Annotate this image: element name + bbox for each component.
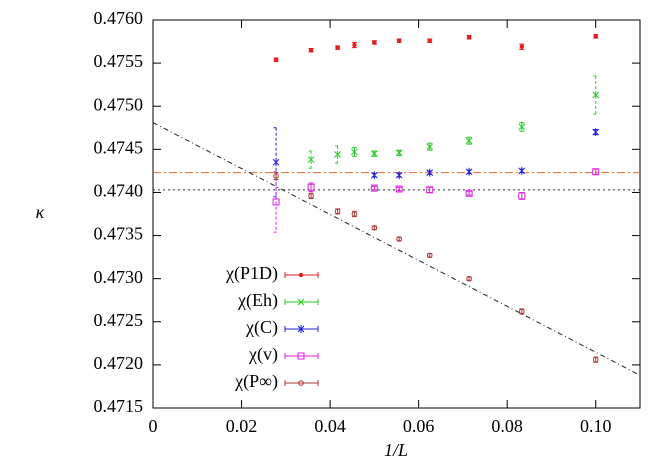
- y-tick-label: 0.4725: [94, 310, 144, 330]
- y-tick-label: 0.4730: [94, 267, 144, 287]
- data-point: [307, 156, 315, 164]
- y-axis-label: κ: [36, 202, 45, 222]
- y-tick-label: 0.4715: [94, 396, 144, 416]
- x-tick-label: 0.08: [491, 416, 523, 436]
- y-tick-label: 0.4720: [94, 353, 144, 373]
- x-tick-label: 0.10: [580, 416, 612, 436]
- error-bar: [308, 150, 314, 169]
- legend-marker: [297, 298, 305, 306]
- error-bar: [593, 168, 599, 175]
- data-point: [371, 171, 378, 180]
- data-point: [426, 168, 434, 177]
- data-point: [272, 158, 280, 167]
- data-point: [273, 173, 279, 179]
- data-point: [396, 236, 402, 242]
- data-point: [351, 148, 358, 156]
- data-point: [334, 208, 341, 215]
- fit-line: [152, 122, 641, 376]
- error-bar: [273, 171, 279, 233]
- legend-marker: [297, 325, 305, 333]
- y-tick-label: 0.4735: [94, 224, 144, 244]
- data-point: [426, 143, 434, 151]
- data-point: [593, 34, 598, 39]
- data-point: [426, 252, 433, 259]
- data-point: [518, 123, 526, 131]
- data-point: [426, 186, 434, 194]
- legend-swatch: [284, 353, 319, 359]
- legend-marker: [298, 272, 304, 278]
- data-point: [465, 167, 473, 176]
- error-bar: [427, 186, 433, 193]
- y-tick-label: 0.4745: [94, 137, 144, 157]
- data-point: [307, 183, 315, 191]
- data-point: [592, 168, 600, 176]
- data-point: [466, 275, 472, 282]
- data-point: [519, 44, 524, 49]
- data-point: [465, 189, 473, 197]
- data-point: [351, 211, 358, 217]
- y-tick-label: 0.4750: [94, 94, 144, 114]
- x-tick-label: 0.04: [314, 416, 346, 436]
- data-point: [592, 356, 599, 363]
- legend-marker: [297, 352, 305, 360]
- data-point: [465, 137, 473, 145]
- legend-swatch: [284, 380, 319, 386]
- data-point: [371, 150, 378, 157]
- y-tick-label: 0.4755: [94, 51, 144, 71]
- data-point: [592, 128, 600, 137]
- data-point: [371, 224, 378, 231]
- x-axis-label: 1/L: [384, 440, 408, 460]
- data-point: [518, 192, 526, 200]
- data-point: [395, 149, 403, 157]
- data-point: [592, 91, 600, 99]
- x-tick-label: 0.02: [226, 416, 258, 436]
- data-point: [352, 42, 357, 48]
- data-point: [334, 151, 341, 158]
- data-point: [466, 35, 472, 40]
- data-point: [370, 184, 378, 192]
- data-point: [273, 57, 279, 62]
- error-bar: [466, 191, 472, 196]
- data-point: [396, 38, 402, 43]
- error-bar: [519, 191, 525, 200]
- legend-marker: [298, 380, 304, 386]
- plot-frame: [152, 19, 641, 409]
- legend-label: χ(C): [245, 317, 278, 338]
- error-bar: [593, 75, 599, 115]
- data-point: [518, 308, 525, 315]
- x-tick-label: 0.06: [403, 416, 435, 436]
- legend-label: χ(v): [248, 344, 278, 365]
- data-point: [308, 47, 314, 53]
- data-point: [395, 185, 403, 193]
- data-point: [372, 40, 377, 45]
- y-tick-label: 0.4740: [94, 181, 144, 201]
- data-point: [518, 166, 526, 175]
- x-tick-label: 0: [149, 416, 158, 436]
- data-point: [427, 38, 432, 43]
- legend-label: χ(P∞): [234, 371, 278, 392]
- data-point: [308, 193, 314, 199]
- error-bar: [371, 185, 377, 191]
- legend-label: χ(Eh): [237, 290, 278, 311]
- data-point: [272, 198, 280, 206]
- y-tick-label: 0.4760: [94, 8, 144, 28]
- error-bar: [396, 186, 402, 192]
- data-point: [395, 171, 403, 180]
- error-bar: [335, 145, 341, 164]
- data-point: [335, 45, 340, 50]
- legend-label: χ(P1D): [225, 263, 278, 284]
